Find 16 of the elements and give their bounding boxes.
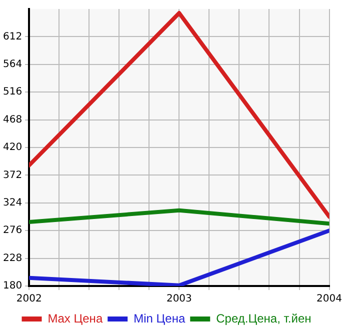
x-tick-label: 2002 xyxy=(16,294,42,305)
y-tick-label: 228 xyxy=(2,252,22,264)
legend-label: Min Цена xyxy=(134,311,186,326)
y-tick-label: 516 xyxy=(2,86,22,98)
y-tick-label: 324 xyxy=(2,197,22,208)
y-tick-label: 420 xyxy=(2,142,22,154)
legend-label: Сред.Цена, т.йен xyxy=(216,311,312,326)
y-tick-label: 372 xyxy=(2,170,22,181)
x-tick-label: 2003 xyxy=(166,294,192,305)
y-tick-label: 276 xyxy=(2,225,22,236)
y-tick-label: 612 xyxy=(2,31,22,42)
y-tick-label: 180 xyxy=(2,280,22,292)
y-tick-label: 468 xyxy=(2,114,22,126)
legend-label: Max Цена xyxy=(48,311,103,326)
x-tick-label: 2004 xyxy=(316,294,342,305)
y-tick-label: 564 xyxy=(2,58,22,70)
